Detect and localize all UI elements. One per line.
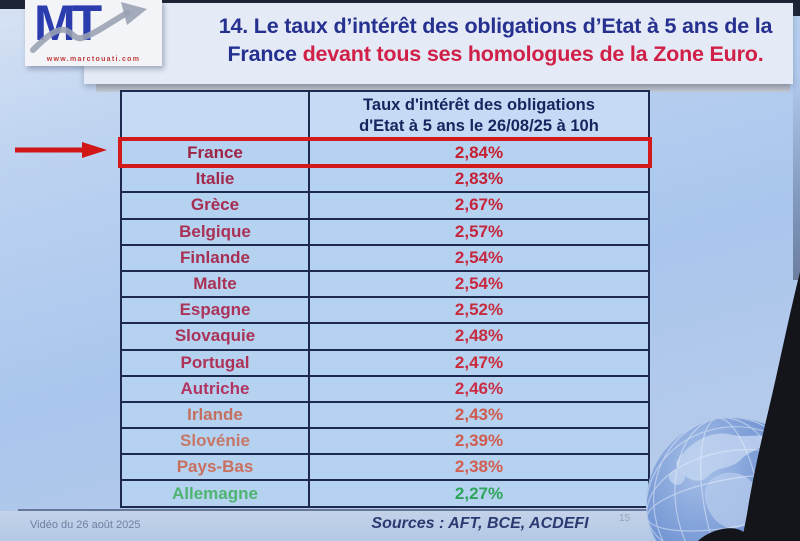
rate-cell: 2,48% bbox=[454, 326, 504, 346]
country-cell: Finlande bbox=[122, 245, 310, 270]
table-row: Slovaquie 2,48% bbox=[122, 322, 648, 349]
rate-cell: 2,54% bbox=[454, 274, 504, 294]
rate-cell: 2,47% bbox=[454, 352, 504, 372]
title-line-2-red: devant tous ses homologues de la Zone Eu… bbox=[302, 42, 764, 66]
video-date-label: Vidéo du 26 août 2025 bbox=[30, 519, 141, 531]
table-row: Malte 2,54% bbox=[122, 269, 648, 297]
frame-top-right-corner bbox=[791, 0, 800, 16]
france-pointer-arrow-icon bbox=[15, 142, 107, 158]
rate-cell: 2,46% bbox=[454, 378, 504, 398]
country-cell: Espagne bbox=[122, 298, 310, 323]
country-cell: Allemagne bbox=[122, 481, 310, 506]
rate-cell: 2,38% bbox=[454, 457, 504, 477]
rate-cell: 2,39% bbox=[454, 431, 504, 451]
logo-website: www.marctouati.com bbox=[46, 56, 141, 63]
table-row: Pays-Bas 2,38% bbox=[122, 453, 648, 480]
country-cell: Belgique bbox=[122, 219, 310, 244]
table-header-row: Taux d'intérêt des obligations d'Etat à … bbox=[122, 92, 648, 139]
table-row: Espagne 2,52% bbox=[122, 296, 648, 323]
frame-top-edge bbox=[0, 0, 800, 5]
country-cell: Autriche bbox=[122, 376, 310, 401]
table-row: Autriche 2,46% bbox=[122, 374, 648, 401]
rate-cell: 2,67% bbox=[454, 195, 504, 215]
sources-label: Sources : AFT, BCE, ACDEFI bbox=[371, 515, 589, 532]
country-cell: Slovénie bbox=[122, 429, 310, 454]
footer-divider bbox=[18, 509, 788, 511]
country-cell: Pays-Bas bbox=[122, 455, 310, 480]
table-header-line-1: Taux d'intérêt des obligations bbox=[363, 95, 595, 114]
country-cell: Italie bbox=[122, 167, 310, 192]
table-row: Belgique 2,57% bbox=[122, 217, 648, 244]
table-row: Allemagne 2,27% bbox=[122, 479, 648, 506]
table-row: Portugal 2,47% bbox=[122, 348, 648, 375]
rate-cell: 2,52% bbox=[454, 300, 504, 320]
table-row: Grèce 2,67% bbox=[122, 191, 648, 218]
table-row: Finlande 2,54% bbox=[122, 243, 648, 270]
table-row: Irlande 2,43% bbox=[122, 400, 648, 428]
title-shadow-bar bbox=[96, 84, 790, 92]
title-line-2: France devant tous ses homologues de la … bbox=[202, 40, 789, 68]
table-header-line-2: d'Etat à 5 ans le 26/08/25 à 10h bbox=[359, 116, 599, 135]
country-cell: Irlande bbox=[122, 402, 310, 428]
rates-table: Taux d'intérêt des obligations d'Etat à … bbox=[118, 90, 652, 508]
country-cell: Portugal bbox=[122, 350, 310, 375]
title-line-2-blue: France bbox=[227, 42, 303, 66]
frame-top-left-corner bbox=[0, 0, 30, 9]
country-cell: Slovaquie bbox=[122, 324, 310, 349]
mt-logo: MT www.marctouati.com bbox=[25, 0, 162, 66]
person-silhouette bbox=[698, 272, 800, 541]
table-row: Slovénie 2,39% bbox=[122, 427, 648, 454]
table-header-country-cell bbox=[122, 92, 310, 139]
country-cell: France bbox=[122, 141, 310, 166]
page-number: 15 bbox=[619, 513, 631, 524]
table-row: France 2,84% bbox=[118, 137, 652, 169]
growth-arrow-icon bbox=[30, 2, 147, 53]
title-line-1: 14. Le taux d’intérêt des obligations d’… bbox=[218, 14, 773, 38]
rate-cell: 2,83% bbox=[454, 169, 504, 189]
country-cell: Grèce bbox=[122, 193, 310, 218]
country-cell: Malte bbox=[122, 271, 310, 297]
rate-cell: 2,84% bbox=[454, 143, 504, 163]
slide-title: 14. Le taux d’intérêt des obligations d’… bbox=[202, 12, 789, 68]
slide-right-edge bbox=[793, 70, 800, 280]
table-row: Italie 2,83% bbox=[122, 165, 648, 192]
rate-cell: 2,57% bbox=[454, 221, 504, 241]
rate-cell: 2,43% bbox=[454, 404, 504, 424]
table-header-rate-cell: Taux d'intérêt des obligations d'Etat à … bbox=[310, 92, 648, 139]
rate-cell: 2,54% bbox=[454, 247, 504, 267]
rate-cell: 2,27% bbox=[454, 483, 504, 503]
slide-title-banner: 14. Le taux d’intérêt des obligations d’… bbox=[84, 3, 793, 84]
